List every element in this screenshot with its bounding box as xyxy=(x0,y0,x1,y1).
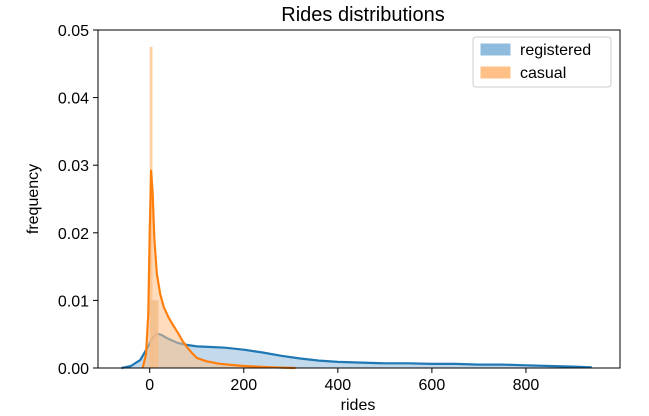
plot-frame xyxy=(97,29,621,369)
hist-bar-casual-1 xyxy=(152,300,159,368)
y-axis-title: frequency xyxy=(25,164,42,234)
legend-label-registered: registered xyxy=(520,42,591,59)
x-tick-label-400: 400 xyxy=(324,377,351,394)
axes: 0 200 400 600 800 0.00 0.01 0.02 0.03 0.04 0.05 xyxy=(58,23,540,394)
plot-area xyxy=(121,46,592,370)
x-tick-label-800: 800 xyxy=(513,377,540,394)
x-tick-label-200: 200 xyxy=(230,377,257,394)
legend-swatch-registered xyxy=(480,43,511,56)
legend-label-casual: casual xyxy=(520,65,566,82)
x-tick-label-0: 0 xyxy=(145,377,154,394)
legend-swatch-casual xyxy=(480,66,511,79)
legend: registered casual xyxy=(472,36,612,88)
y-tick-label-0: 0.00 xyxy=(58,361,89,378)
kde-fill-registered xyxy=(121,333,592,368)
kde-line-casual xyxy=(141,169,296,370)
y-tick-label-4: 0.04 xyxy=(58,91,89,108)
y-tick-label-3: 0.03 xyxy=(58,158,89,175)
x-axis-title: rides xyxy=(341,397,376,414)
x-tick-label-600: 600 xyxy=(419,377,446,394)
y-tick-label-1: 0.01 xyxy=(58,293,89,310)
y-tick-label-2: 0.02 xyxy=(58,226,89,243)
chart-title: Rides distributions xyxy=(281,4,444,26)
kde-fill-casual xyxy=(142,170,296,368)
y-tick-label-5: 0.05 xyxy=(58,23,89,40)
